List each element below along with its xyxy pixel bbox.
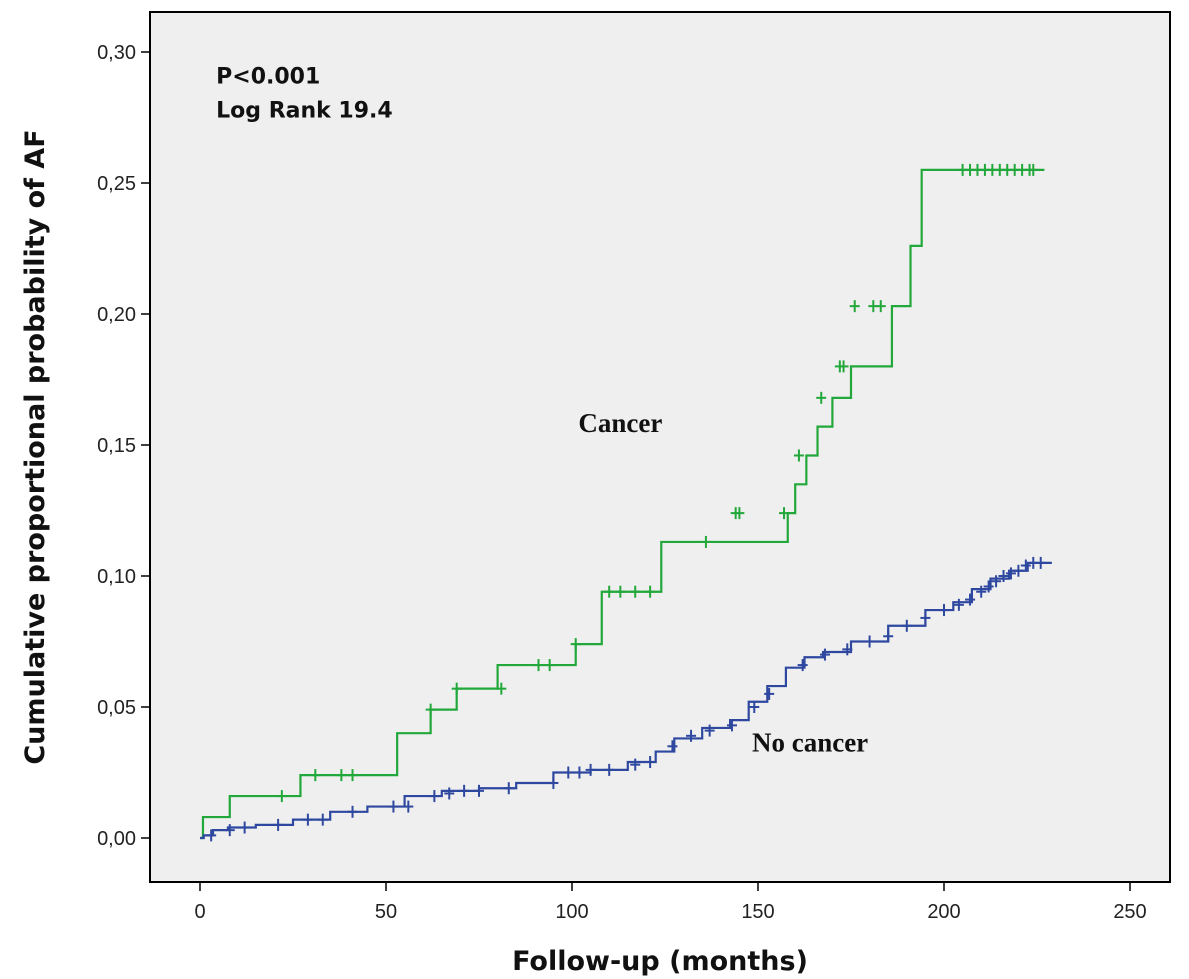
censor-mark xyxy=(749,701,760,713)
annotation-text: Log Rank 19.4 xyxy=(216,99,393,124)
censor-mark xyxy=(965,593,976,606)
censor-mark xyxy=(704,724,715,737)
censor-mark xyxy=(686,729,697,742)
y-tick-label: 0,25 xyxy=(97,173,136,195)
x-tick-label: 250 xyxy=(1113,901,1146,923)
axes: 0 50 100 150 200 250 0,00 0,05 0,10 0,15 0,20 0,25 0… xyxy=(20,42,1147,977)
censor-mark xyxy=(764,687,775,700)
plot-background xyxy=(149,11,1171,883)
censor-mark xyxy=(224,824,235,837)
annotation-text: P<0.001 xyxy=(216,64,320,89)
series-layer xyxy=(200,163,1052,842)
censor-mark xyxy=(310,769,321,782)
censor-mark xyxy=(451,682,462,695)
censor-mark xyxy=(630,585,641,598)
censor-mark xyxy=(1013,564,1024,577)
x-axis-title: Follow-up (months) xyxy=(512,946,808,977)
censor-mark xyxy=(336,769,347,782)
series-label: No cancer xyxy=(752,728,868,758)
censor-mark xyxy=(864,635,875,648)
censor-mark xyxy=(548,776,559,789)
censor-mark xyxy=(953,598,964,611)
labels-layer: Cancer No cancer P<0.001 Log Rank 19.4 xyxy=(216,64,868,757)
x-tick-label: 50 xyxy=(375,901,397,923)
censor-mark xyxy=(734,507,745,520)
censor-mark xyxy=(1020,559,1031,572)
y-tick-label: 0,00 xyxy=(97,828,136,850)
censor-mark xyxy=(544,659,555,672)
censor-mark xyxy=(939,604,949,617)
censor-mark xyxy=(1028,163,1039,176)
censor-mark xyxy=(347,805,358,818)
censor-mark xyxy=(779,507,790,520)
censor-mark xyxy=(239,821,250,834)
censor-mark xyxy=(276,790,287,803)
censor-mark xyxy=(403,800,414,813)
censor-mark xyxy=(901,619,912,632)
censor-mark xyxy=(585,763,596,776)
censor-mark xyxy=(998,570,1009,582)
censor-mark xyxy=(816,391,827,404)
censor-mark xyxy=(976,585,987,598)
censor-mark xyxy=(819,648,830,661)
series-group xyxy=(200,163,1045,840)
x-tick-label: 200 xyxy=(927,901,960,923)
censor-mark xyxy=(849,300,860,313)
censor-mark xyxy=(630,758,641,771)
censor-mark xyxy=(533,659,544,672)
censor-mark xyxy=(604,763,615,776)
censor-mark xyxy=(797,659,808,672)
censor-mark xyxy=(574,766,585,779)
x-tick-label: 150 xyxy=(741,901,774,923)
censor-mark xyxy=(206,829,217,842)
censor-mark xyxy=(429,790,440,803)
y-axis-title: Cumulative proportional probability of A… xyxy=(20,129,51,764)
censor-mark xyxy=(570,638,581,651)
censor-mark xyxy=(444,787,455,800)
censor-mark xyxy=(474,784,484,797)
censor-mark xyxy=(425,703,436,716)
x-tick-label: 0 xyxy=(194,901,205,923)
censor-mark xyxy=(317,813,328,826)
censor-mark xyxy=(875,300,886,313)
y-tick-label: 0,20 xyxy=(97,304,136,326)
censor-mark xyxy=(842,643,853,656)
censor-mark xyxy=(1035,556,1046,569)
censor-mark xyxy=(726,719,737,732)
y-tick-label: 0,30 xyxy=(97,42,136,64)
censor-mark xyxy=(991,575,1002,588)
censor-mark xyxy=(388,800,399,813)
censor-mark xyxy=(1005,567,1016,580)
series-group xyxy=(200,556,1052,842)
censor-mark xyxy=(273,818,284,831)
censor-mark xyxy=(459,784,470,797)
censor-mark xyxy=(920,611,931,624)
series-label: Cancer xyxy=(578,408,662,438)
censor-mark xyxy=(667,740,678,753)
censor-mark xyxy=(838,360,849,373)
censor-mark xyxy=(302,813,313,826)
y-tick-label: 0,05 xyxy=(97,697,136,719)
censor-mark xyxy=(700,535,711,548)
y-tick-label: 0,15 xyxy=(97,435,136,457)
censor-mark xyxy=(503,782,514,795)
censor-mark xyxy=(883,630,894,643)
x-tick-label: 100 xyxy=(555,901,588,923)
censor-mark xyxy=(983,580,994,593)
censor-mark xyxy=(347,769,358,782)
censor-mark xyxy=(496,682,507,695)
censor-mark xyxy=(793,449,804,462)
censor-mark xyxy=(645,585,656,598)
y-tick-label: 0,10 xyxy=(97,566,136,588)
censor-mark xyxy=(563,766,574,779)
censor-mark xyxy=(615,585,626,598)
censor-mark xyxy=(645,756,656,769)
censor-mark xyxy=(604,585,615,598)
